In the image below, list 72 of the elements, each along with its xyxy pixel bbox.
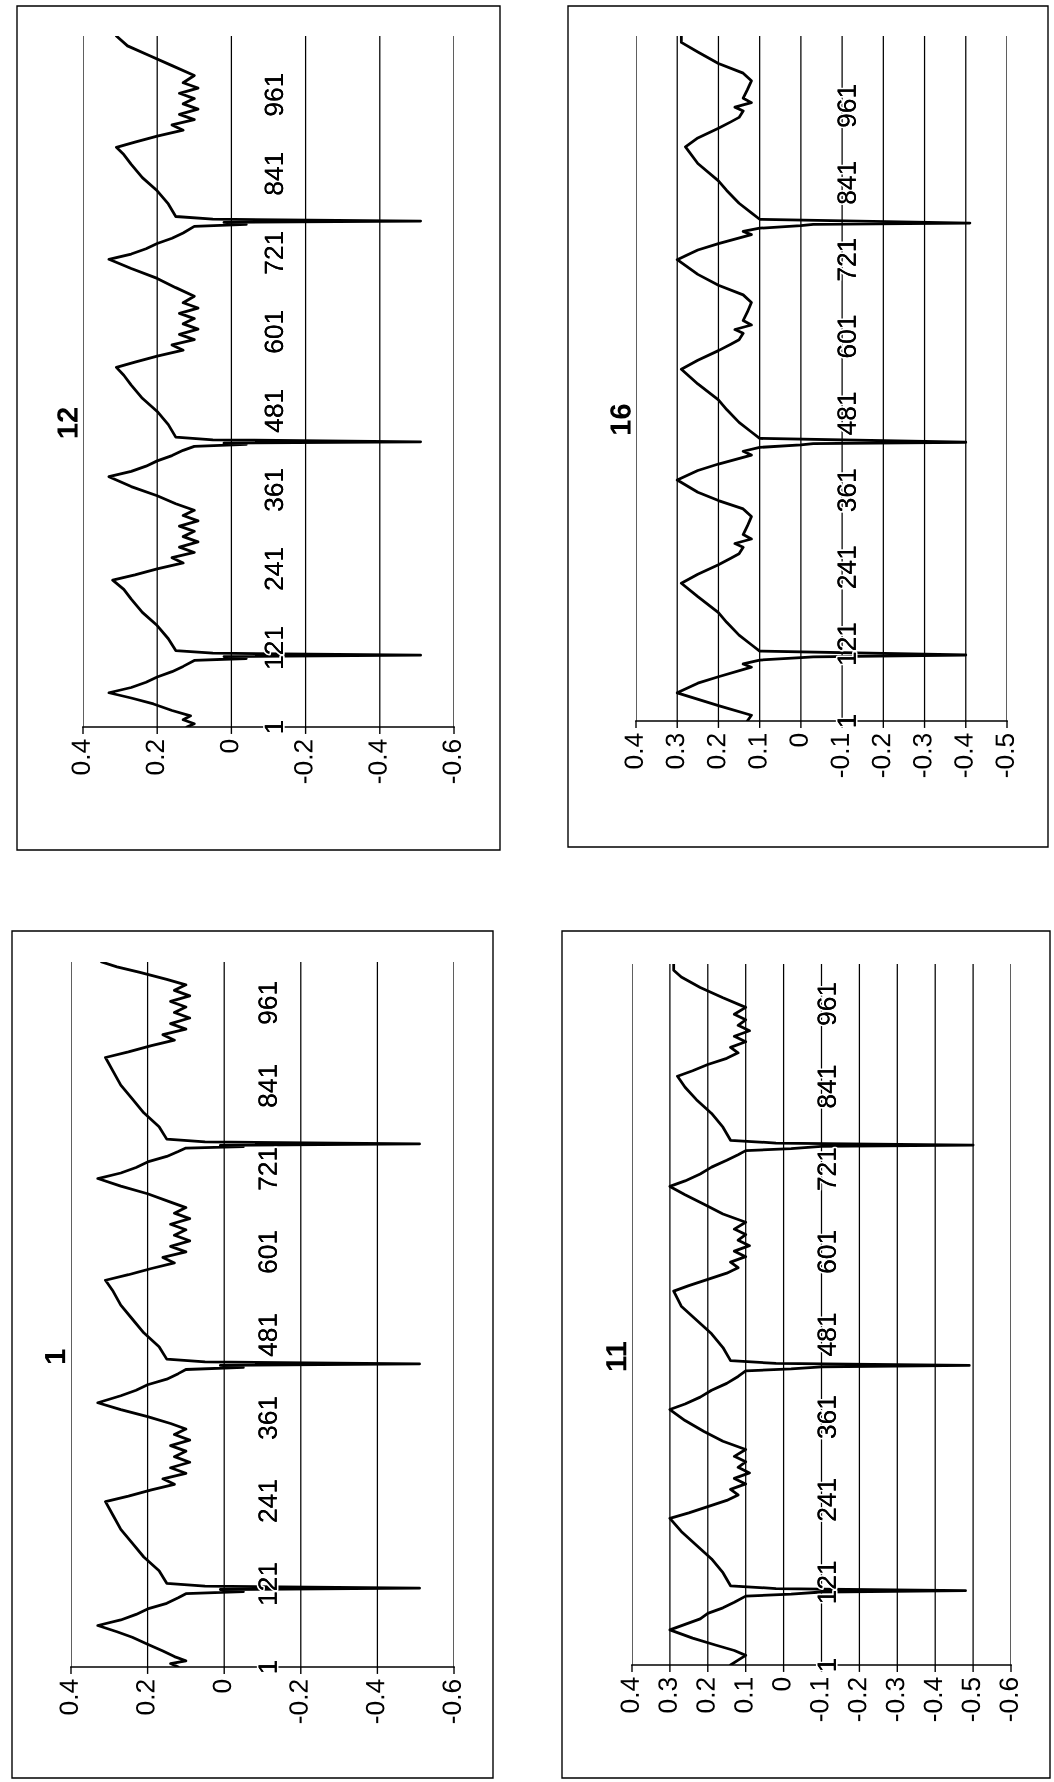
x-tick-label: 0.1	[734, 1678, 753, 1713]
x-tick-label: -0.2	[847, 1678, 867, 1722]
y-tick-label: 481	[264, 390, 284, 433]
x-tick-label: -0.4	[923, 1677, 943, 1722]
text: 11	[606, 1341, 627, 1371]
y-tick-label: 721	[817, 1148, 836, 1190]
x-tick-label: -0.2	[294, 740, 313, 784]
x-tick-label: 0	[789, 733, 808, 747]
x-tick-label: -0.6	[442, 739, 462, 784]
y-tick-label: 1	[837, 714, 856, 727]
y-tick-label: 121	[817, 1561, 836, 1603]
y-tick-label: 1	[817, 1658, 836, 1671]
x-tick-label: -0.4	[954, 733, 973, 778]
x-tick-label: -0.1	[809, 1678, 829, 1722]
y-tick-label: 721	[258, 1148, 277, 1190]
x-tick-label: 0.2	[696, 1678, 715, 1713]
y-tick-label: 481	[817, 1313, 837, 1356]
y-tick-label: 961	[837, 85, 857, 127]
y-tick-label: 961	[817, 983, 837, 1025]
x-tick-label: -0.4	[368, 739, 387, 784]
x-tick-label: -0.2	[289, 1680, 308, 1724]
y-tick-label: 361	[264, 469, 284, 511]
y-tick-label: 481	[837, 392, 857, 435]
y-tick-label: 841	[264, 152, 284, 195]
x-tick-label: 0.2	[145, 740, 165, 775]
x-tick-label: -0.6	[999, 1677, 1019, 1722]
x-tick-label: 0.3	[658, 1677, 677, 1713]
y-tick-label: 601	[264, 311, 284, 353]
y-tick-label: 841	[817, 1065, 837, 1108]
x-tick-label: -0.2	[871, 734, 891, 778]
x-tick-label: 0	[219, 739, 239, 753]
y-tick-label: 841	[258, 1065, 277, 1107]
y-tick-label: 721	[264, 231, 283, 274]
y-tick-label: 601	[258, 1231, 277, 1273]
y-tick-label: 721	[837, 238, 856, 281]
x-tick-label: -0.3	[912, 733, 932, 778]
x-tick-label: -0.4	[365, 1679, 385, 1724]
text: 12	[57, 407, 78, 438]
x-tick-label: 0.4	[620, 1677, 640, 1713]
y-tick-label: 601	[837, 315, 857, 358]
x-tick-label: 0.4	[71, 739, 91, 775]
y-tick-label: 121	[837, 623, 856, 665]
y-tick-label: 481	[258, 1314, 277, 1357]
y-tick-label: 961	[258, 982, 277, 1024]
y-tick-label: 361	[837, 469, 857, 512]
x-tick-label: 0.2	[136, 1680, 155, 1715]
x-tick-label: 0	[772, 1677, 791, 1691]
y-tick-label: 121	[264, 627, 283, 668]
text: 1	[45, 1349, 66, 1364]
x-tick-label: -0.6	[442, 1679, 462, 1724]
y-tick-label: 841	[837, 162, 857, 204]
y-tick-label: 241	[258, 1480, 277, 1522]
x-tick-label: -0.3	[885, 1677, 905, 1722]
x-tick-label: 0.1	[748, 734, 767, 769]
y-tick-label: 361	[258, 1397, 277, 1439]
y-tick-label: 1	[264, 720, 283, 733]
x-tick-label: -0.5	[961, 1677, 981, 1722]
x-tick-label: -0.1	[830, 734, 850, 778]
y-tick-label: 1	[258, 1660, 277, 1673]
x-tick-label: 0.4	[624, 733, 644, 769]
text: 16	[610, 404, 631, 434]
y-tick-label: 241	[837, 546, 856, 588]
x-tick-label: 0.2	[706, 734, 726, 769]
x-tick-label: 0.3	[665, 733, 685, 769]
x-tick-label: 0.4	[59, 1679, 79, 1715]
y-tick-label: 361	[817, 1396, 837, 1439]
x-tick-label: -0.5	[995, 733, 1015, 778]
y-tick-label: 601	[817, 1231, 837, 1273]
x-tick-label: 0	[212, 1679, 232, 1693]
y-tick-label: 241	[264, 548, 283, 590]
y-tick-label: 241	[817, 1479, 836, 1521]
y-tick-label: 961	[264, 73, 284, 116]
